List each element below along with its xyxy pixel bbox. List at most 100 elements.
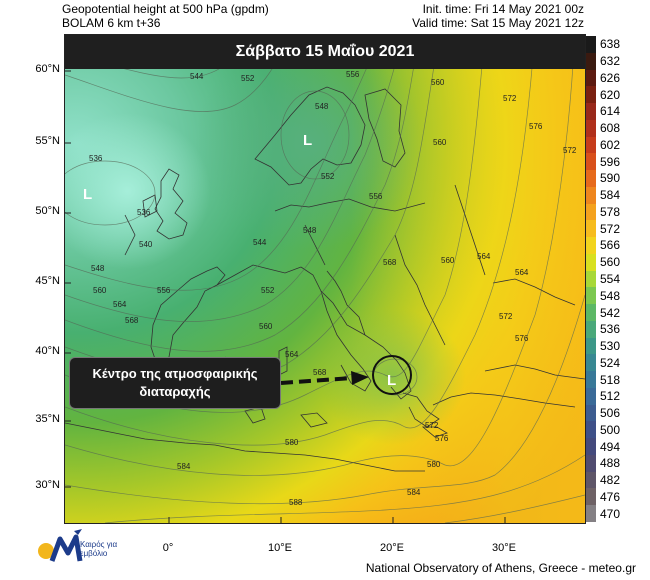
colorbar-label: 608 (600, 121, 621, 136)
colorbar-swatch (586, 320, 596, 338)
lon-label: 0° (162, 542, 174, 554)
colorbar-swatch (586, 220, 596, 237)
colorbar-swatch (586, 387, 596, 405)
colorbar-label: 518 (600, 372, 621, 387)
colorbar-swatch (586, 304, 596, 321)
lat-label: 30°N (35, 479, 60, 491)
contour-label: 572 (499, 312, 513, 321)
contour-label: 584 (407, 488, 421, 497)
colorbar-swatch (586, 253, 596, 271)
contour-label: 576 (435, 434, 449, 443)
disturbance-circle (372, 355, 412, 395)
lat-label: 45°N (35, 275, 60, 287)
colorbar-swatch (586, 186, 596, 204)
colorbar-label: 566 (600, 238, 621, 253)
colorbar-label: 614 (600, 104, 621, 119)
colorbar-label: 602 (600, 137, 621, 152)
disturbance-annotation: Κέντρο της ατμοσφαιρικής διαταραχής (69, 357, 281, 409)
colorbar-swatch (586, 86, 596, 103)
colorbar-label: 476 (600, 489, 621, 504)
contour-label: 556 (346, 70, 360, 79)
contour-label: 548 (303, 226, 317, 235)
contour-labels: 540 544 552 556 548 536 536 544 540 548 … (89, 58, 577, 507)
contour-label: 564 (113, 300, 127, 309)
contour-label: 576 (515, 334, 529, 343)
colorbar-swatch (586, 103, 596, 120)
colorbar-label: 560 (600, 255, 621, 270)
contour-label: 572 (503, 94, 517, 103)
colorbar-label: 482 (600, 473, 621, 488)
logo-caption: Καιρός για εμβόλιο (80, 540, 117, 558)
colorbar-label: 506 (600, 406, 621, 421)
valid-time: Valid time: Sat 15 May 2021 12z (412, 16, 584, 30)
contour-label: 536 (89, 154, 103, 163)
colorbar-swatch (586, 454, 596, 472)
colorbar-label: 572 (600, 221, 621, 236)
colorbar-label: 584 (600, 188, 621, 203)
contour-label: 580 (427, 460, 441, 469)
map-panel: 540 544 552 556 548 536 536 544 540 548 … (64, 34, 586, 524)
colorbar-label: 596 (600, 154, 621, 169)
colorbar-label: 470 (600, 506, 621, 521)
contour-label: 560 (93, 286, 107, 295)
colorbar-swatch (586, 36, 596, 53)
contour-label: 588 (289, 498, 303, 507)
coastlines (65, 86, 585, 472)
colorbar-swatch (586, 69, 596, 87)
colorbar-label: 638 (600, 37, 621, 52)
colorbar-label: 500 (600, 422, 621, 437)
colorbar-swatch (586, 153, 596, 170)
contour-label: 568 (125, 316, 139, 325)
init-time: Init. time: Fri 14 May 2021 00z (422, 2, 584, 16)
model-info: BOLAM 6 km t+36 (62, 16, 161, 30)
colorbar-swatch (586, 136, 596, 154)
colorbar (586, 36, 596, 522)
colorbar-swatch (586, 404, 596, 422)
contour-label: 580 (285, 438, 299, 447)
contour-label: 572 (425, 421, 439, 430)
header-left: Geopotential height at 500 hPa (gpdm) BO… (62, 2, 269, 30)
colorbar-label: 578 (600, 204, 621, 219)
colorbar-swatch (586, 170, 596, 187)
contour-label: 572 (563, 146, 577, 155)
colorbar-label: 620 (600, 87, 621, 102)
colorbar-swatch (586, 471, 596, 489)
colorbar-swatch (586, 119, 596, 137)
lat-label: 40°N (35, 345, 60, 357)
lon-label: 10°E (268, 542, 292, 554)
contour-label: 552 (241, 74, 255, 83)
geopotential-map: 540 544 552 556 548 536 536 544 540 548 … (65, 35, 585, 523)
contour-label: 560 (433, 138, 447, 147)
contour-label: 560 (431, 78, 445, 87)
contour-label: 548 (91, 264, 105, 273)
contour-label: 556 (369, 192, 383, 201)
colorbar-swatch (586, 270, 596, 288)
colorbar-label: 488 (600, 456, 621, 471)
axis-ticks (65, 70, 506, 523)
colorbar-label: 530 (600, 339, 621, 354)
low-markers: L L L (83, 132, 396, 389)
contour-label: 564 (477, 252, 491, 261)
contour-label: 560 (259, 322, 273, 331)
annotation-line2: διαταραχής (139, 384, 211, 399)
colorbar-label: 626 (600, 70, 621, 85)
colorbar-swatch (586, 287, 596, 304)
colorbar-swatch (586, 438, 596, 455)
contour-label: 536 (137, 208, 151, 217)
low-pressure-marker: L (83, 186, 92, 203)
contour-label: 564 (285, 350, 299, 359)
colorbar-label: 512 (600, 389, 621, 404)
colorbar-swatch (586, 337, 596, 355)
colorbar-swatch (586, 421, 596, 438)
contour-label: 556 (157, 286, 171, 295)
colorbar-swatch (586, 488, 596, 505)
contour-label: 544 (190, 72, 204, 81)
colorbar-swatch (586, 371, 596, 388)
meteo-logo (38, 529, 83, 562)
colorbar-swatch (586, 203, 596, 221)
colorbar-label: 632 (600, 54, 621, 69)
contour-label: 568 (313, 368, 327, 377)
contour-label: 560 (441, 256, 455, 265)
colorbar-label: 536 (600, 322, 621, 337)
map-title: Σάββατο 15 Μαΐου 2021 (65, 35, 585, 69)
